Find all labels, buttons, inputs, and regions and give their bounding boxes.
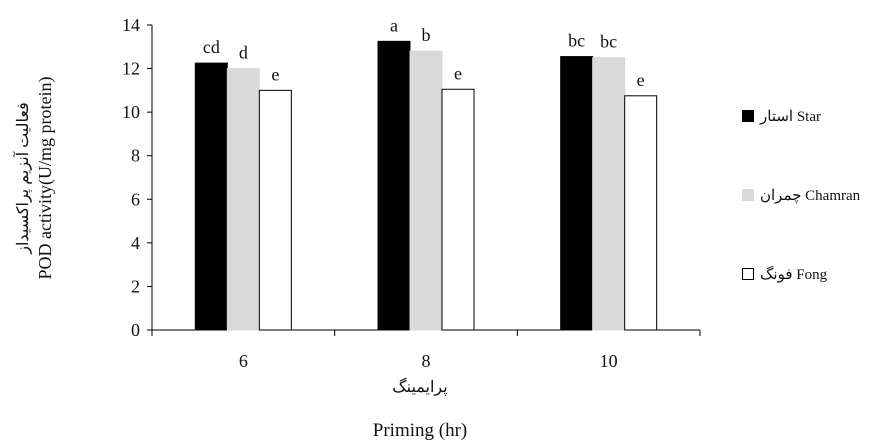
bar (377, 40, 411, 331)
bar (441, 88, 475, 331)
legend-label-star: استار Star (760, 108, 821, 125)
y-tick-label: 0 (131, 320, 140, 340)
legend-item: چمران Chamran (742, 184, 870, 206)
y-axis-title-fa: فعالیت آنزیم پراکسیداز (12, 102, 32, 255)
x-tick-label: 10 (600, 351, 618, 371)
bar (409, 50, 443, 331)
y-tick-label: 2 (131, 276, 140, 296)
legend-label-chamran: چمران Chamran (760, 187, 861, 204)
bar-data-label: a (390, 15, 398, 35)
legend-label-fong: فونگ Fong (760, 266, 828, 283)
bar-data-label: cd (203, 37, 220, 57)
bar-data-label: d (239, 43, 248, 63)
legend-item: استار Star (742, 105, 870, 127)
y-tick-label: 14 (122, 15, 140, 35)
bar (258, 89, 292, 331)
y-tick-label: 8 (131, 146, 140, 166)
bar-data-label: bc (600, 32, 617, 52)
x-axis-title-fa: پرایمینگ (392, 377, 447, 396)
y-tick-label: 12 (122, 59, 140, 79)
legend-swatch-fong (742, 268, 754, 280)
chart-axes: 0 2 4 6 8 10 12 14 6 8 10 (122, 15, 701, 371)
chart-bars (194, 40, 658, 331)
bar (592, 57, 626, 331)
x-axis-title: Priming (hr) (373, 420, 467, 441)
y-tick-label: 10 (122, 102, 140, 122)
bar (624, 95, 658, 331)
bar-data-label: b (422, 25, 431, 45)
bar-data-label: e (454, 63, 462, 83)
legend: استار Star چمران Chamran فونگ Fong (742, 105, 870, 342)
bar-data-label: bc (568, 31, 585, 51)
x-tick-label: 6 (239, 351, 248, 371)
bar (226, 68, 260, 331)
bar (194, 62, 228, 331)
y-tick-label: 6 (131, 189, 140, 209)
bar-data-label: e (637, 70, 645, 90)
y-tick-label: 4 (131, 233, 140, 253)
legend-swatch-star (742, 110, 754, 122)
bar-data-label: e (271, 64, 279, 84)
y-axis-title: POD activity(U/mg protein) (35, 77, 56, 280)
legend-swatch-chamran (742, 189, 754, 201)
legend-item: فونگ Fong (742, 263, 870, 285)
bar (560, 56, 594, 331)
x-tick-label: 8 (422, 351, 431, 371)
